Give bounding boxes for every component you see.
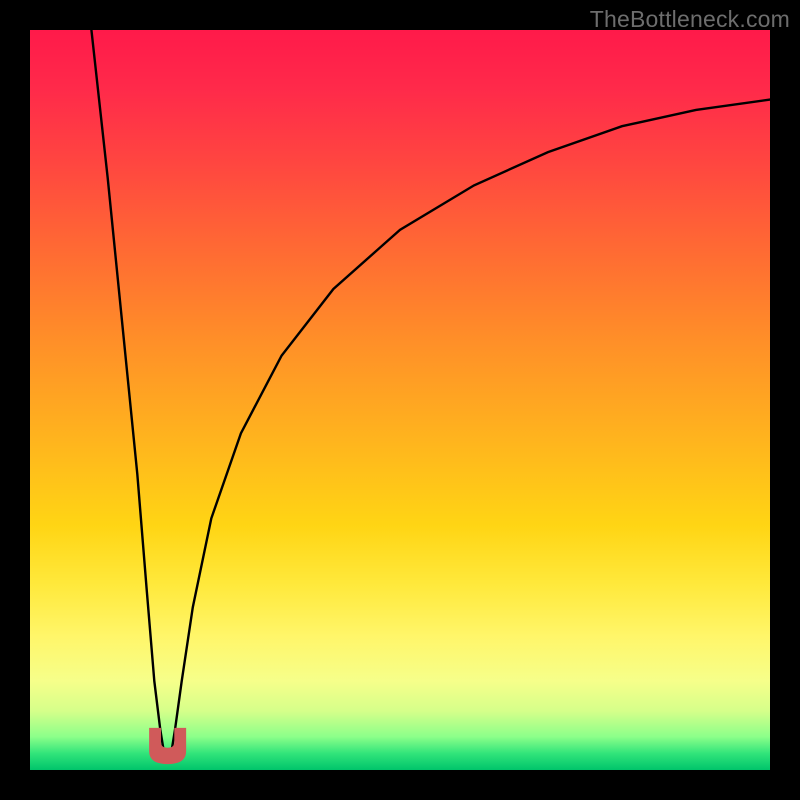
watermark-text: TheBottleneck.com xyxy=(590,6,790,33)
bottleneck-chart xyxy=(0,0,800,800)
gradient-background xyxy=(30,30,770,770)
